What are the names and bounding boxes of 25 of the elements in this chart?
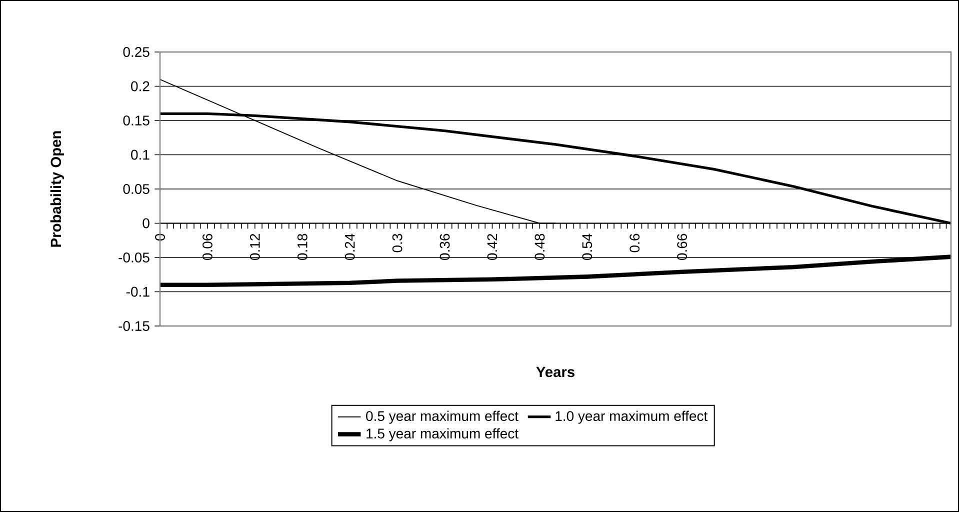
y-tick-label: 0.05 [123, 184, 150, 194]
x-tick-label: 0.06 [202, 234, 212, 260]
x-tick-label: 0.24 [344, 234, 355, 260]
y-tick-label: -0.05 [118, 252, 150, 262]
legend-label: 0.5 year maximum effect [366, 410, 518, 424]
x-axis-title: Years [536, 366, 574, 378]
x-tick-label: 0.54 [582, 234, 592, 260]
x-tick-label: 0.48 [534, 234, 545, 260]
x-tick-label: 0.12 [250, 234, 260, 260]
x-tick-label: 0.42 [487, 234, 498, 260]
y-tick-label: 0.2 [131, 81, 150, 92]
y-tick-label: 0.1 [131, 150, 150, 160]
y-tick-label: 0.25 [123, 47, 150, 57]
y-tick-label: -0.1 [126, 286, 150, 297]
x-tick-label: 0.6 [630, 234, 640, 252]
y-axis-title: Probability Open [50, 131, 64, 247]
y-tick-label: 0.15 [123, 116, 150, 126]
x-tick-label: 0.18 [297, 234, 308, 260]
x-tick-label: 0.3 [392, 234, 402, 252]
y-tick-label: -0.15 [118, 321, 150, 331]
legend-label: 1.5 year maximum effect [366, 428, 518, 442]
y-tick-label: 0 [142, 218, 150, 228]
x-tick-label: 0.36 [440, 234, 450, 260]
legend-label: 1.0 year maximum effect [556, 410, 708, 424]
x-tick-label: 0.66 [677, 234, 688, 260]
